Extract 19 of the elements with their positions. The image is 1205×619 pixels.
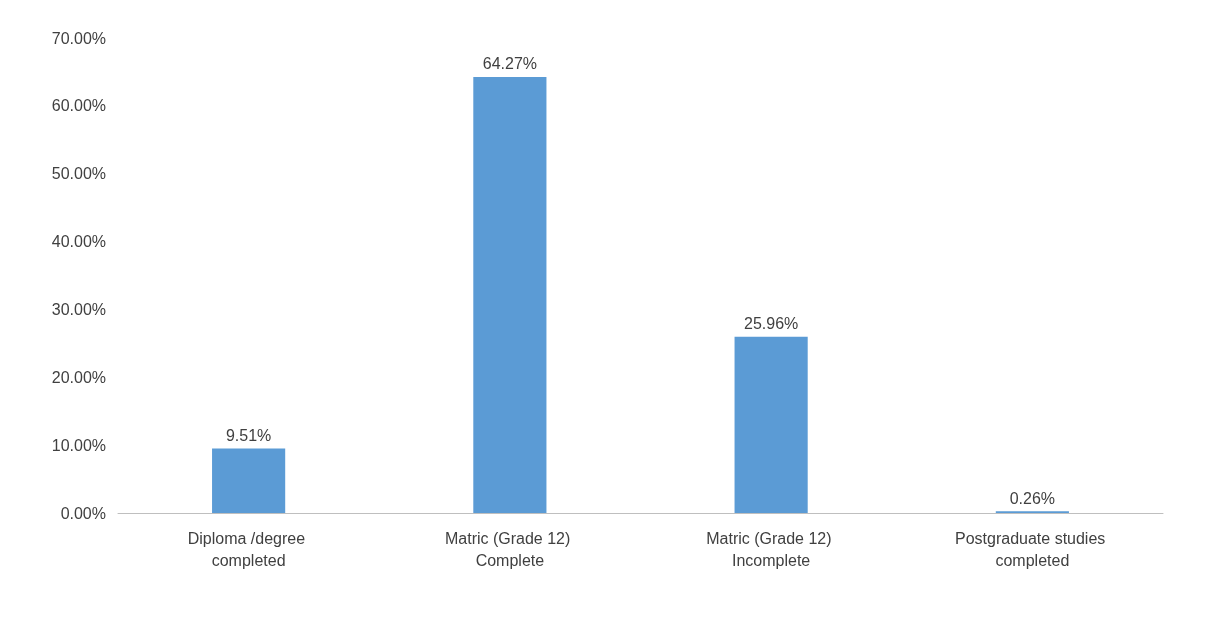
y-tick-label: 10.00% (51, 436, 106, 454)
x-tick-label: Diploma /degree completed (187, 529, 310, 569)
bar (212, 448, 286, 513)
data-label: 9.51% (225, 426, 272, 444)
y-tick-label: 30.00% (51, 300, 106, 318)
data-label: 0.26% (1009, 489, 1056, 507)
y-tick-label: 70.00% (51, 29, 106, 47)
x-tick-label: Matric (Grade 12) Incomplete (706, 529, 837, 569)
y-tick-label: 40.00% (51, 233, 106, 251)
y-tick-label: 60.00% (51, 97, 106, 115)
y-tick-label: 0.00% (60, 504, 106, 522)
data-label: 25.96% (743, 315, 799, 333)
bar (473, 76, 547, 513)
data-label: 64.27% (482, 55, 538, 73)
y-tick-label: 20.00% (51, 368, 106, 386)
bar (734, 336, 808, 513)
x-tick-label: Matric (Grade 12) Complete (444, 529, 575, 569)
x-tick-label: Postgraduate studies completed (954, 529, 1110, 569)
y-tick-label: 50.00% (51, 165, 106, 183)
